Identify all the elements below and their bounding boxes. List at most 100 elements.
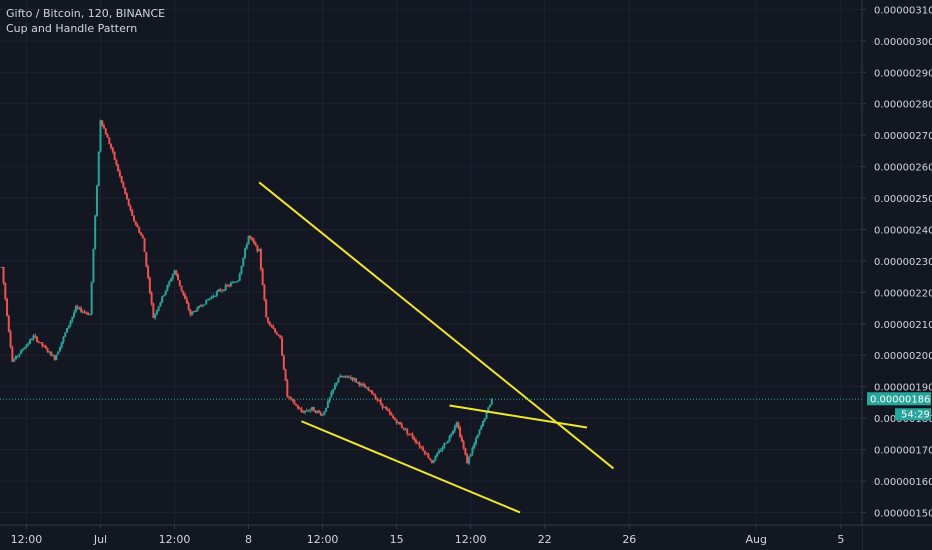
countdown-badge <box>895 408 931 421</box>
candle-body <box>482 420 485 426</box>
candle-body <box>469 453 472 457</box>
price-axis[interactable] <box>862 0 932 550</box>
candle-body <box>244 248 247 258</box>
candle-body <box>143 238 146 253</box>
candle-body <box>228 285 231 287</box>
candle-body <box>303 410 306 413</box>
time-axis[interactable] <box>0 525 862 550</box>
price-tick-label: 0.00000190 <box>874 383 932 394</box>
candle-body <box>207 299 210 301</box>
candle-body <box>314 411 317 413</box>
price-tick-label: 0.00000310 <box>874 5 932 16</box>
candle-body <box>441 447 444 451</box>
candle-body <box>43 345 46 347</box>
time-tick-label: Aug <box>745 533 766 546</box>
trendlines[interactable] <box>258 181 615 514</box>
candle-body <box>418 443 421 447</box>
candle-body <box>251 237 254 240</box>
candle-body <box>231 282 234 284</box>
candle-body <box>300 408 303 412</box>
candle-body <box>365 387 368 389</box>
candle-body <box>388 410 391 413</box>
candle-body <box>245 244 248 249</box>
candle-body <box>55 354 58 360</box>
time-tick-label: Jul <box>93 533 107 546</box>
candle-body <box>286 380 289 397</box>
candle-body <box>478 429 481 435</box>
candle-body <box>194 311 197 313</box>
candle-body <box>21 349 24 351</box>
candle-body <box>145 252 148 267</box>
candle-body <box>215 291 218 296</box>
candle-body <box>473 443 476 448</box>
candle-body <box>41 342 44 346</box>
candle-body <box>67 325 70 329</box>
candle-body <box>6 298 9 316</box>
candle-body <box>483 418 486 421</box>
candle-body <box>321 414 324 416</box>
candle-body <box>411 434 414 438</box>
time-tick-label: 8 <box>245 533 252 546</box>
time-tick-label: 12:00 <box>455 533 487 546</box>
candle-body <box>159 302 162 307</box>
candle-body <box>467 456 470 464</box>
candle-body <box>131 209 134 216</box>
candle-body <box>221 290 224 292</box>
candle-body <box>316 410 319 413</box>
candle-body <box>212 296 215 298</box>
candle-body <box>20 349 23 354</box>
candle-body <box>367 387 370 391</box>
candle-body <box>487 407 490 412</box>
candle-body <box>152 303 155 318</box>
candle-body <box>101 120 104 126</box>
candle-body <box>296 405 299 409</box>
candle-body <box>309 409 312 411</box>
candle-body <box>340 375 343 378</box>
candle-body <box>263 285 266 301</box>
candle-body <box>71 316 74 322</box>
candle-body <box>335 382 338 385</box>
candle-body <box>266 317 269 322</box>
candle-body <box>460 436 463 442</box>
trendline[interactable] <box>449 404 588 429</box>
candle-body <box>201 305 204 307</box>
candle-body <box>333 384 336 390</box>
grid <box>0 0 862 525</box>
candle-body <box>36 336 39 342</box>
candle-body <box>330 392 333 398</box>
price-tick-label: 0.00000290 <box>874 68 932 79</box>
candle-body <box>295 404 298 406</box>
candle-body <box>415 440 418 443</box>
candle-body <box>480 425 483 430</box>
trendline[interactable] <box>258 181 615 470</box>
candle-body <box>370 390 373 394</box>
price-tick-label: 0.00000220 <box>874 288 932 299</box>
candle-body <box>238 273 241 281</box>
candle-body <box>293 400 296 405</box>
candle-body <box>217 289 220 292</box>
candle-body <box>372 393 375 396</box>
candle-body <box>452 430 455 434</box>
candle-body <box>111 147 114 152</box>
candle-body <box>342 376 345 378</box>
candle-body <box>180 285 183 291</box>
candle-body <box>81 311 84 313</box>
candle-body <box>385 406 388 410</box>
candle-body <box>182 290 185 295</box>
trendline[interactable] <box>301 420 521 514</box>
candle-body <box>115 159 118 165</box>
candle-body <box>138 227 141 233</box>
candle-body <box>489 404 492 408</box>
current-price-label: 0.00000186 <box>870 394 930 405</box>
candle-body <box>99 120 102 152</box>
candle-body <box>208 298 211 300</box>
candle-body <box>265 300 268 318</box>
candle-body <box>192 311 195 313</box>
candle-body <box>427 453 430 459</box>
time-tick-label: 12:00 <box>159 533 191 546</box>
candle-body <box>0 267 3 269</box>
candle-body <box>288 396 291 398</box>
candle-body <box>379 400 382 404</box>
